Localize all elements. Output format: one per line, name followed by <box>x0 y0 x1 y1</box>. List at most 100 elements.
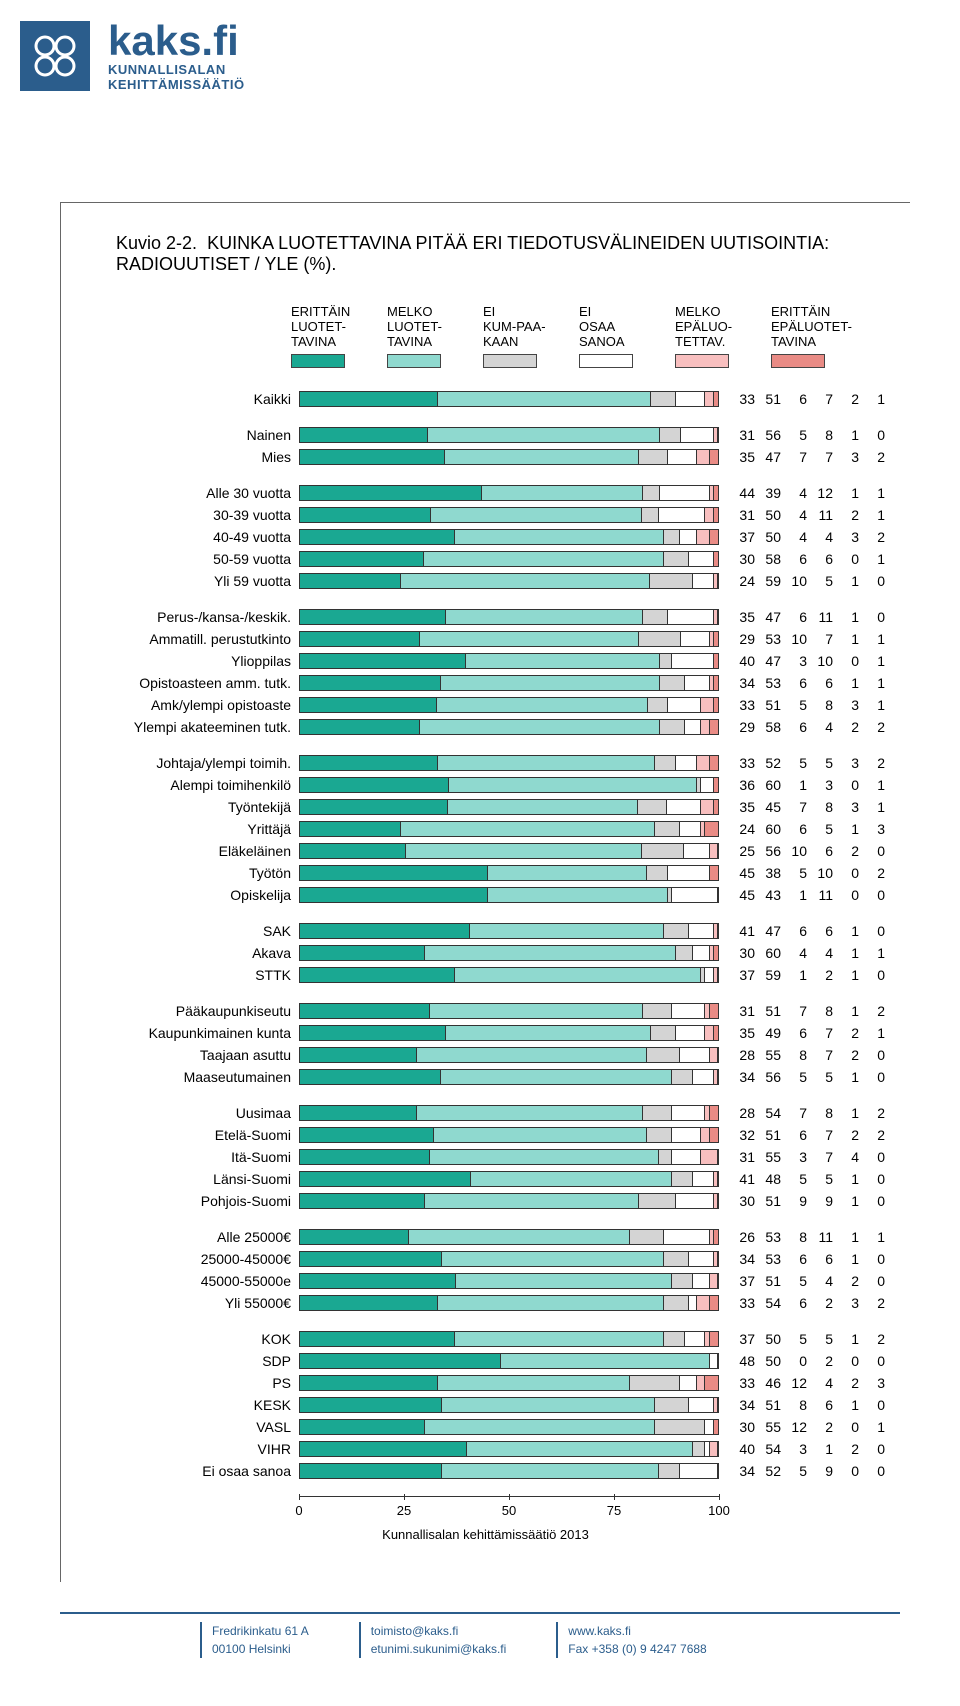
row-label: Pohjois-Suomi <box>81 1193 299 1209</box>
stacked-bar <box>299 427 719 443</box>
axis-tick-label: 0 <box>295 1503 302 1518</box>
row-values: 41476610 <box>729 923 885 939</box>
chart-row: SAK41476610 <box>81 920 890 942</box>
row-values: 35477732 <box>729 449 885 465</box>
chart-row: KOK37505512 <box>81 1328 890 1350</box>
row-values: 33525532 <box>729 755 885 771</box>
row-values: 34525900 <box>729 1463 885 1479</box>
chart-group: Kaikki33516721 <box>81 388 890 410</box>
brand-name: kaks.fi <box>108 20 245 62</box>
chart-row: Työtön453851002 <box>81 862 890 884</box>
row-values: 37505512 <box>729 1331 885 1347</box>
footer-email2: etunimi.sukunimi@kaks.fi <box>371 1640 507 1658</box>
row-label: PS <box>81 1375 299 1391</box>
page-footer: Fredrikinkatu 61 A 00100 Helsinki toimis… <box>60 1612 900 1678</box>
chart-row: Yrittäjä24606513 <box>81 818 890 840</box>
row-values: 334612423 <box>729 1375 885 1391</box>
chart-row: Eläkeläinen 255610620 <box>81 840 890 862</box>
row-label: STTK <box>81 967 299 983</box>
chart-row: Yli 55000€33546232 <box>81 1292 890 1314</box>
row-values: 34565510 <box>729 1069 885 1085</box>
stacked-bar <box>299 609 719 625</box>
row-label: Nainen <box>81 427 299 443</box>
stacked-bar <box>299 1193 719 1209</box>
brand-header: kaks.fi KUNNALLISALAN KEHITTÄMISSÄÄTIÖ <box>0 0 960 102</box>
stacked-bar <box>299 1419 719 1435</box>
chart-row: 50-59 vuotta 30586601 <box>81 548 890 570</box>
logo-icon <box>20 21 90 91</box>
stacked-bar <box>299 485 719 501</box>
stacked-bar <box>299 1463 719 1479</box>
chart-row: Amk/ylempi opistoaste 33515831 <box>81 694 890 716</box>
chart-group: Alle 25000€26538111125000-45000€34536610… <box>81 1226 890 1314</box>
row-values: 404731001 <box>729 653 885 669</box>
axis-tick-label: 75 <box>607 1503 621 1518</box>
footer-email1: toimisto@kaks.fi <box>371 1622 507 1640</box>
legend-item: EIKUM-PAA-KAAN <box>483 305 565 368</box>
legend-item: EIOSAASANOA <box>579 305 661 368</box>
stacked-bar <box>299 923 719 939</box>
chart-row: SDP48500200 <box>81 1350 890 1372</box>
row-values: 454311100 <box>729 887 885 903</box>
row-values: 30586601 <box>729 551 885 567</box>
chart-row: 45000-55000e 37515420 <box>81 1270 890 1292</box>
row-label: Amk/ylempi opistoaste <box>81 697 299 713</box>
row-values: 30604411 <box>729 945 885 961</box>
row-label: Perus-/kansa-/keskik. <box>81 609 299 625</box>
row-values: 30519910 <box>729 1193 885 1209</box>
row-values: 295310711 <box>729 631 885 647</box>
row-label: 45000-55000e <box>81 1273 299 1289</box>
row-values: 40543120 <box>729 1441 885 1457</box>
row-label: Työntekijä <box>81 799 299 815</box>
row-label: KESK <box>81 1397 299 1413</box>
legend: ERITTÄINLUOTET-TAVINAMELKOLUOTET-TAVINAE… <box>291 305 890 368</box>
row-label: Ei osaa sanoa <box>81 1463 299 1479</box>
chart-row: Akava30604411 <box>81 942 890 964</box>
row-label: 50-59 vuotta <box>81 551 299 567</box>
row-values: 35457831 <box>729 799 885 815</box>
chart-container: Kuvio 2-2. KUINKA LUOTETTAVINA PITÄÄ ERI… <box>60 202 910 1582</box>
row-label: Yli 55000€ <box>81 1295 299 1311</box>
chart-row: Etelä-Suomi32516722 <box>81 1124 890 1146</box>
row-values: 265381111 <box>729 1229 885 1245</box>
row-label: Opiskelija <box>81 887 299 903</box>
chart-row: Alle 25000€265381111 <box>81 1226 890 1248</box>
row-values: 453851002 <box>729 865 885 881</box>
stacked-bar <box>299 653 719 669</box>
stacked-bar <box>299 967 719 983</box>
chart-row: Opiskelija 454311100 <box>81 884 890 906</box>
row-label: Johtaja/ylempi toimih. <box>81 755 299 771</box>
stacked-bar <box>299 1251 719 1267</box>
row-label: Etelä-Suomi <box>81 1127 299 1143</box>
stacked-bar <box>299 799 719 815</box>
row-values: 24606513 <box>729 821 885 837</box>
row-label: Mies <box>81 449 299 465</box>
stacked-bar <box>299 1229 719 1245</box>
chart-row: Ylempi akateeminen tutk.29586422 <box>81 716 890 738</box>
row-values: 34536610 <box>729 1251 885 1267</box>
row-values: 305512201 <box>729 1419 885 1435</box>
row-values: 255610620 <box>729 843 885 859</box>
row-values: 37515420 <box>729 1273 885 1289</box>
stacked-bar <box>299 631 719 647</box>
stacked-bar <box>299 391 719 407</box>
chart-group: Pääkaupunkiseutu31517812Kaupunkimainen k… <box>81 1000 890 1088</box>
stacked-bar <box>299 1025 719 1041</box>
footer-web: www.kaks.fi <box>568 1622 706 1640</box>
footer-fax: Fax +358 (0) 9 4247 7688 <box>568 1640 706 1658</box>
chart-row: Kaupunkimainen kunta35496721 <box>81 1022 890 1044</box>
chart-title: Kuvio 2-2. KUINKA LUOTETTAVINA PITÄÄ ERI… <box>116 233 836 275</box>
row-values: 443941211 <box>729 485 885 501</box>
chart-row: Alle 30 vuotta 443941211 <box>81 482 890 504</box>
chart-row: VIHR40543120 <box>81 1438 890 1460</box>
row-label: Alle 30 vuotta <box>81 485 299 501</box>
chart-row: 40-49 vuotta37504432 <box>81 526 890 548</box>
chart-row: Länsi-Suomi41485510 <box>81 1168 890 1190</box>
stacked-bar <box>299 719 719 735</box>
row-label: Itä-Suomi <box>81 1149 299 1165</box>
row-values: 33515831 <box>729 697 885 713</box>
stacked-bar <box>299 1375 719 1391</box>
footer-address2: 00100 Helsinki <box>212 1640 309 1658</box>
row-values: 29586422 <box>729 719 885 735</box>
row-label: Eläkeläinen <box>81 843 299 859</box>
